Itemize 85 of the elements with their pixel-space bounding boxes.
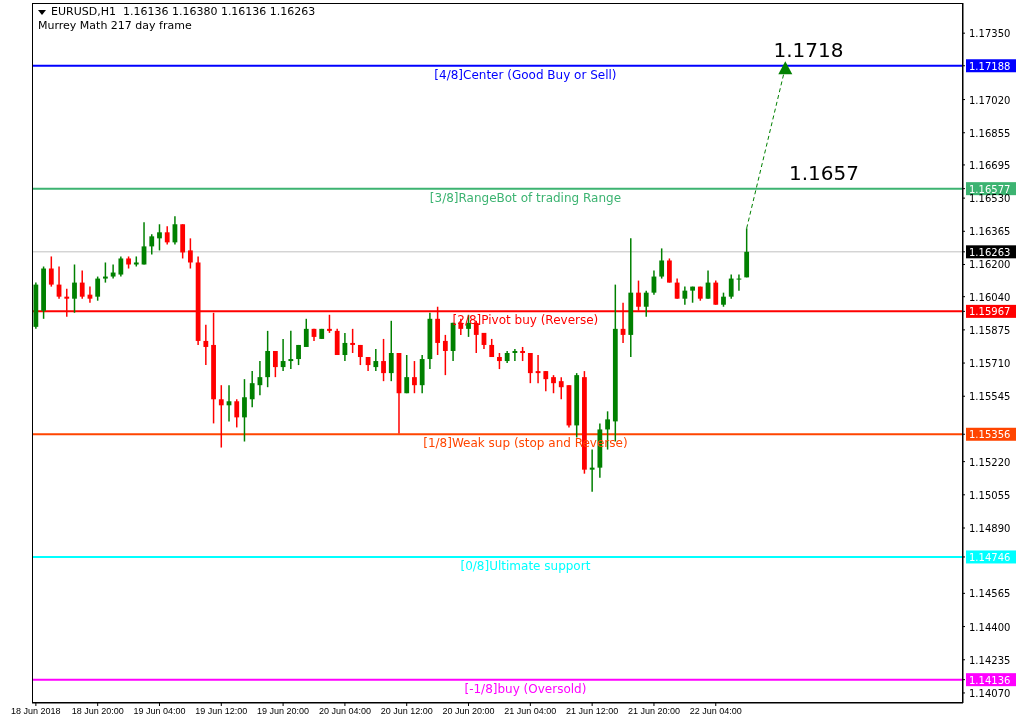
y-tick-label: 1.15055 — [969, 489, 1011, 501]
candlestick — [412, 360, 417, 394]
y-tick-label: 1.15356 — [969, 429, 1011, 441]
candlestick — [327, 314, 332, 334]
y-tick-label: 1.17188 — [969, 60, 1011, 72]
candlestick — [643, 289, 649, 318]
x-tick-label: 21 Jun 20:00 — [627, 706, 680, 717]
ref-line-label: [3/8]RangeBot of trading Range — [429, 190, 622, 205]
y-tick-label: 1.15875 — [969, 324, 1011, 336]
y-tick-label: 1.14070 — [969, 687, 1011, 699]
y-tick-label: 1.14136 — [969, 674, 1011, 686]
candlestick — [589, 448, 595, 493]
candlestick — [713, 279, 719, 306]
y-tick-label: 1.16365 — [969, 226, 1011, 238]
y-tick-label: 1.14400 — [969, 621, 1011, 633]
text: Murrey Math 217 day frame — [38, 19, 193, 33]
candlestick — [404, 354, 410, 394]
candlestick — [381, 338, 386, 382]
candlestick — [558, 376, 564, 401]
x-tick-label: 19 Jun 04:00 — [133, 706, 186, 717]
candlestick — [527, 352, 533, 384]
candlestick — [72, 263, 77, 314]
y-tick-label: 1.15967 — [969, 306, 1011, 318]
y-tick-label: 1.14890 — [969, 523, 1011, 534]
candlestick — [234, 398, 240, 429]
y-tick-label: 1.16263 — [969, 246, 1011, 258]
candlestick — [249, 370, 255, 409]
candlestick — [659, 247, 665, 280]
candlestick — [187, 237, 193, 270]
candlestick — [203, 324, 209, 366]
candlestick — [512, 348, 518, 362]
y-tick-label: 1.15220 — [969, 456, 1011, 468]
x-tick-label: 18 Jun 2018 — [11, 706, 61, 717]
y-tick-label: 1.16200 — [969, 259, 1011, 271]
ref-line-label: [4/8]Center (Good Buy or Sell) — [434, 67, 617, 82]
candlestick — [674, 277, 680, 300]
candlestick — [667, 257, 672, 284]
x-tick-label: 21 Jun 04:00 — [504, 706, 557, 717]
annotation: 1.1718 — [773, 38, 844, 63]
x-tick-label: 22 Jun 04:00 — [689, 706, 742, 717]
candlestick — [350, 328, 356, 354]
y-tick-label: 1.17020 — [969, 94, 1011, 106]
candlestick — [682, 285, 688, 306]
ref-line-label: [-1/8]buy (Oversold) — [464, 681, 587, 696]
candlestick — [551, 374, 556, 394]
x-tick-label: 19 Jun 12:00 — [195, 706, 248, 717]
candlestick — [218, 384, 224, 449]
x-tick-label: 20 Jun 20:00 — [442, 706, 495, 717]
candlestick — [48, 255, 54, 288]
candlestick — [272, 350, 278, 378]
x-tick-label: 18 Jun 20:00 — [71, 706, 124, 717]
y-tick-label: 1.16530 — [969, 193, 1011, 205]
candlestick — [288, 330, 294, 370]
candlestick — [164, 225, 170, 246]
x-tick-label: 19 Jun 20:00 — [257, 706, 310, 717]
candlestick — [373, 348, 379, 372]
candlestick — [110, 263, 116, 280]
y-tick-label: 1.15710 — [969, 358, 1011, 370]
y-tick-label: 1.17350 — [969, 28, 1011, 40]
candlestick — [149, 233, 155, 256]
candlestick — [157, 223, 162, 252]
y-tick-label: 1.14746 — [969, 551, 1011, 563]
candlestick — [543, 370, 549, 392]
candlestick — [95, 275, 101, 302]
y-tick-label: 1.14565 — [969, 588, 1011, 600]
candlestick — [103, 261, 108, 284]
x-tick-label: 21 Jun 12:00 — [566, 706, 619, 717]
x-tick-label: 20 Jun 04:00 — [318, 706, 371, 717]
candlestick — [442, 334, 448, 376]
chart-title: EURUSD,H1 1.16136 1.16380 1.16136 1.16263 — [51, 5, 316, 19]
y-tick-label: 1.16855 — [969, 127, 1011, 139]
candlestick — [728, 273, 734, 300]
y-tick-label: 1.16040 — [969, 291, 1011, 303]
candlestick — [242, 378, 247, 443]
y-tick-label: 1.15545 — [969, 391, 1011, 403]
y-tick-label: 1.14235 — [969, 654, 1011, 666]
candlestick — [118, 255, 124, 278]
y-tick-label: 1.16695 — [969, 159, 1011, 171]
ref-line-label: [0/8]Ultimate support — [460, 558, 591, 573]
x-tick-label: 20 Jun 12:00 — [380, 706, 433, 717]
y-tick-label: 1.16577 — [969, 183, 1011, 195]
annotation: 1.1657 — [788, 161, 859, 186]
candlestick — [79, 269, 85, 300]
candlestick — [388, 320, 394, 382]
candlestick — [303, 318, 309, 348]
